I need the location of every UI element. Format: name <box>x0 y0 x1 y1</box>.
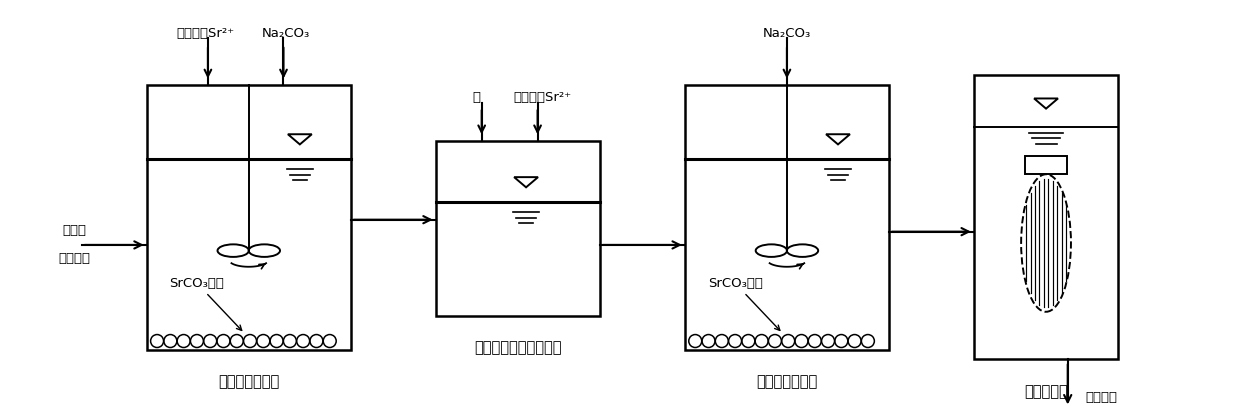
Bar <box>973 75 1118 359</box>
Text: 非放射性Sr²⁺: 非放射性Sr²⁺ <box>177 27 234 40</box>
Text: 非放射性Sr²⁺: 非放射性Sr²⁺ <box>513 91 572 104</box>
Ellipse shape <box>1021 174 1071 312</box>
Bar <box>146 85 351 350</box>
Bar <box>1025 156 1066 174</box>
Text: 第二次载带预处理单元: 第二次载带预处理单元 <box>474 340 562 355</box>
Bar <box>684 85 889 350</box>
Text: Na₂CO₃: Na₂CO₃ <box>763 27 811 40</box>
Text: SrCO₃晶种: SrCO₃晶种 <box>708 277 780 330</box>
Text: Na₂CO₃: Na₂CO₃ <box>262 27 310 40</box>
Text: 放射性: 放射性 <box>63 224 87 237</box>
Text: SrCO₃晶种: SrCO₃晶种 <box>170 277 242 330</box>
Text: 膜分离单元: 膜分离单元 <box>1024 384 1068 399</box>
Bar <box>435 141 600 316</box>
Text: 锶污染水: 锶污染水 <box>58 253 91 265</box>
Text: 酸: 酸 <box>472 91 481 104</box>
Text: 第一次载带单元: 第一次载带单元 <box>218 374 279 389</box>
Text: 第二次载带单元: 第二次载带单元 <box>756 374 817 389</box>
Text: 处理出水: 处理出水 <box>1086 391 1117 404</box>
